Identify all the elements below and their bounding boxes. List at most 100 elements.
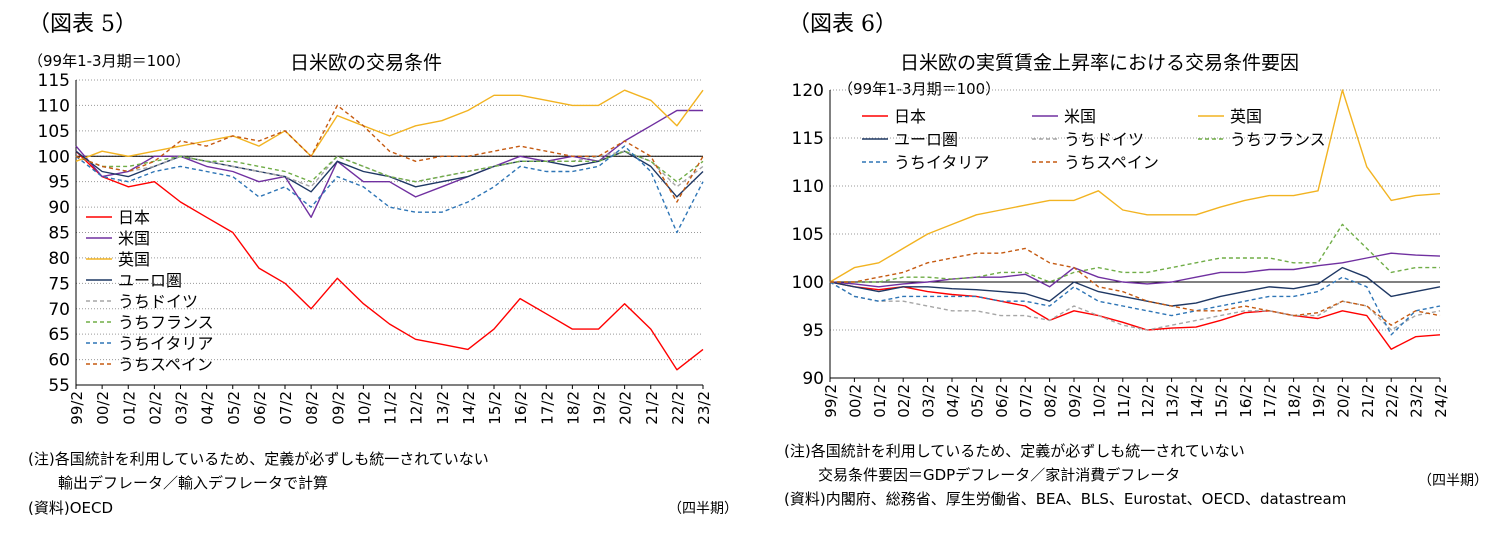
legend-label: うちドイツ — [1064, 130, 1144, 149]
series-line — [829, 281, 1441, 350]
x-tick-label: 02/2 — [146, 391, 164, 425]
x-tick-label: 10/2 — [355, 391, 373, 425]
chart-title: 日米欧の交易条件 — [290, 52, 443, 74]
figure-label: （図表 5） — [28, 12, 137, 37]
series-line — [75, 104, 704, 203]
x-tick-label: 18/2 — [564, 391, 582, 425]
y-tick-label: 65 — [48, 325, 70, 345]
series-line — [75, 89, 704, 162]
y-tick-label: 115 — [38, 71, 70, 91]
x-tick-label: 11/2 — [382, 391, 400, 425]
x-tick-label: 13/2 — [434, 391, 452, 425]
figure-label: （図表 6） — [788, 12, 897, 37]
x-tick-label: 23/2 — [1408, 384, 1426, 418]
y-tick-label: 90 — [802, 369, 824, 389]
x-tick-label: 99/2 — [68, 391, 86, 425]
y-tick-label: 80 — [48, 249, 70, 269]
note-line-1: (注)各国統計を利用しているため、定義が必ずしも統一されていない — [784, 442, 1245, 460]
figure-5-panel: （図表 5） （99年1-3月期＝100） 日米欧の交易条件 55 60 65 70 7… — [28, 12, 738, 517]
x-tick-label: 12/2 — [408, 391, 426, 425]
series-line — [829, 266, 1441, 307]
figure-6-panel: （図表 6） 日米欧の実質賃金上昇率における交易条件要因 （99年1-3月期＝1… — [770, 0, 1508, 551]
legend-label: うちスペイン — [118, 355, 213, 374]
y-tick-label: 60 — [48, 351, 70, 371]
y-tick-label: 100 — [792, 273, 824, 293]
legend-label: 米国 — [118, 229, 150, 248]
y-tick-label: 95 — [48, 173, 70, 193]
series-line — [75, 150, 704, 371]
x-tick-label: 07/2 — [1017, 384, 1035, 418]
x-tick-label: 01/2 — [871, 384, 889, 418]
x-tick-label: 05/2 — [968, 384, 986, 418]
series-line — [829, 89, 1441, 283]
x-tick-label: 12/2 — [1139, 384, 1157, 418]
legend-label: 米国 — [1064, 107, 1096, 126]
series-line — [75, 150, 704, 198]
y-axis-unit-label: （99年1-3月期＝100） — [838, 80, 1001, 98]
series-line — [829, 276, 1441, 336]
x-tick-label: 09/2 — [1066, 384, 1084, 418]
x-tick-label: 17/2 — [538, 391, 556, 425]
y-tick-label: 55 — [48, 376, 70, 396]
legend-label: うちドイツ — [118, 292, 198, 311]
legend-label: 英国 — [1230, 107, 1262, 126]
x-tick-label: 99/2 — [822, 384, 840, 418]
x-tick-label: 22/2 — [1383, 384, 1401, 418]
period-label: （四半期） — [1418, 473, 1488, 489]
x-tick-label: 19/2 — [1310, 384, 1328, 418]
x-tick-label: 16/2 — [512, 391, 530, 425]
y-tick-label: 110 — [792, 177, 824, 197]
y-tick-label: 90 — [48, 198, 70, 218]
x-tick-label: 04/2 — [199, 391, 217, 425]
x-tick-label: 01/2 — [120, 391, 138, 425]
x-tick-label: 06/2 — [993, 384, 1011, 418]
y-tick-label: 115 — [792, 129, 824, 149]
x-tick-label: 08/2 — [303, 391, 321, 425]
legend-label: ユーロ圏 — [118, 271, 182, 290]
legend-label: 英国 — [118, 250, 150, 269]
x-tick-label: 17/2 — [1261, 384, 1279, 418]
y-tick-label: 105 — [792, 225, 824, 245]
x-tick-label: 15/2 — [486, 391, 504, 425]
series-line — [75, 150, 704, 183]
x-tick-label: 15/2 — [1212, 384, 1230, 418]
x-tick-label: 23/2 — [695, 391, 713, 425]
x-tick-label: 18/2 — [1286, 384, 1304, 418]
x-tick-label: 00/2 — [846, 384, 864, 418]
x-tick-label: 21/2 — [643, 391, 661, 425]
series-line — [75, 150, 704, 188]
y-tick-label: 85 — [48, 224, 70, 244]
series-line — [830, 223, 1440, 283]
legend-label: うちイタリア — [118, 334, 213, 353]
y-tick-label: 75 — [48, 274, 70, 294]
legend-label: 日本 — [118, 208, 150, 227]
chart-title: 日米欧の実質賃金上昇率における交易条件要因 — [900, 52, 1300, 74]
x-tick-label: 04/2 — [944, 384, 962, 418]
note-line-2: 交易条件要因＝GDPデフレータ／家計消費デフレータ — [818, 466, 1181, 484]
x-tick-label: 20/2 — [1334, 384, 1352, 418]
legend-label: うちスペイン — [1064, 153, 1159, 172]
period-label: （四半期） — [668, 501, 738, 517]
x-tick-label: 00/2 — [94, 391, 112, 425]
terms-of-trade-chart: 55 60 65 70 75 80 85 90 95 100 105 110 115 99/2 00/2 01… — [38, 71, 713, 425]
x-tick-label: 13/2 — [1164, 384, 1182, 418]
legend-label: うちフランス — [1230, 130, 1326, 149]
legend-label: ユーロ圏 — [894, 130, 958, 149]
y-axis-unit-label: （99年1-3月期＝100） — [28, 52, 191, 70]
legend-label: 日本 — [894, 107, 926, 126]
source-note: (資料)OECD — [28, 499, 114, 517]
x-tick-label: 03/2 — [173, 391, 191, 425]
series-line — [829, 252, 1441, 288]
x-tick-label: 24/2 — [1432, 384, 1450, 418]
x-tick-label: 05/2 — [225, 391, 243, 425]
note-line-1: (注)各国統計を利用しているため、定義が必ずしも統一されていない — [28, 450, 489, 468]
x-tick-label: 02/2 — [895, 384, 913, 418]
x-tick-label: 10/2 — [1090, 384, 1108, 418]
real-wage-tot-factor-chart: 90 95 100 105 110 115 120 99/2 00/2 01/2 02/2 03/2 0… — [792, 81, 1450, 418]
series-line — [75, 145, 704, 234]
y-tick-label: 110 — [38, 96, 70, 116]
x-tick-label: 11/2 — [1115, 384, 1133, 418]
x-tick-label: 06/2 — [251, 391, 269, 425]
y-tick-label: 100 — [38, 147, 70, 167]
legend-label: うちイタリア — [894, 153, 989, 172]
